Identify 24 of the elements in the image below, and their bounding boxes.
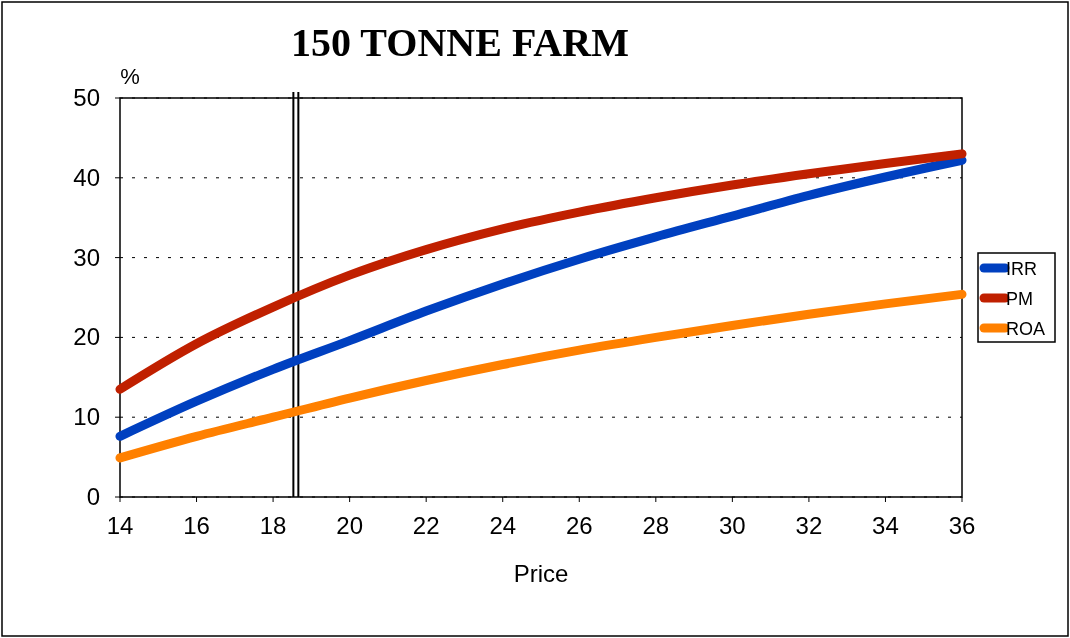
x-tick-label: 26 xyxy=(565,512,593,539)
y-tick-label: 40 xyxy=(73,163,100,191)
x-tick-label: 16 xyxy=(183,512,210,539)
y-tick-label: 0 xyxy=(86,483,100,510)
x-tick-label: 36 xyxy=(948,512,976,539)
x-axis-title: Price xyxy=(513,560,569,587)
x-tick-label: 18 xyxy=(259,512,287,539)
x-tick-label: 32 xyxy=(795,512,823,539)
chart-title: 150 TONNE FARM xyxy=(291,20,629,65)
y-axis-title: % xyxy=(120,64,140,89)
legend-label: PM xyxy=(1006,289,1033,309)
x-tick-label: 20 xyxy=(336,512,363,539)
x-tick-label: 24 xyxy=(489,512,517,539)
legend-label: IRR xyxy=(1006,259,1037,279)
x-tick-label: 34 xyxy=(872,512,899,539)
x-tick-label: 28 xyxy=(642,512,670,539)
y-tick-label: 30 xyxy=(73,243,100,271)
x-tick-label: 22 xyxy=(412,512,440,539)
x-tick-label: 14 xyxy=(106,512,134,539)
y-tick-label: 20 xyxy=(73,323,100,351)
legend-label: ROA xyxy=(1006,319,1046,339)
y-tick-label: 10 xyxy=(73,403,100,431)
y-tick-label: 50 xyxy=(73,84,100,111)
x-tick-label: 30 xyxy=(719,512,746,539)
